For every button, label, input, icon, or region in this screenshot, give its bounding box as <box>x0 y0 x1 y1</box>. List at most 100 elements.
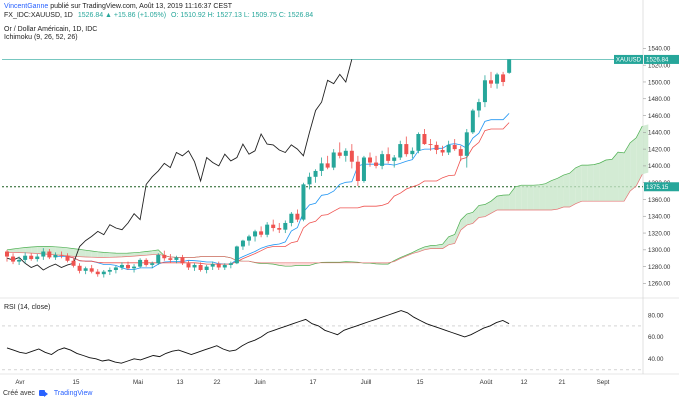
candle-body <box>295 213 300 220</box>
symbol-label: FX_IDC:XAUUSD, 1D <box>4 12 73 19</box>
candle-body <box>476 102 481 111</box>
time-tick-label: 13 <box>177 379 184 386</box>
price-tick-label: 1460.00 <box>648 113 671 120</box>
kumo-segment <box>478 204 485 218</box>
candle-body <box>289 213 294 223</box>
candle-body <box>410 150 415 155</box>
candle-body <box>65 255 70 261</box>
candle-body <box>392 157 397 161</box>
price-tick-label: 1320.00 <box>648 230 671 237</box>
candle-body <box>222 264 227 268</box>
publisher-link[interactable]: VincentGanne <box>4 3 49 10</box>
chikou-span-line <box>6 59 353 271</box>
candle-body <box>41 251 46 257</box>
candle-body <box>156 254 161 264</box>
kumo-segment <box>575 165 582 204</box>
candle-body <box>495 74 500 84</box>
publish-text: publié sur TradingView.com, Août 13, 201… <box>50 3 233 10</box>
tenkan-sen-line <box>55 113 510 270</box>
candle-body <box>380 154 385 166</box>
kumo-segment <box>448 234 455 245</box>
time-tick-label: 15 <box>417 379 424 386</box>
time-tick-label: Août <box>480 379 493 386</box>
candle-body <box>101 271 106 275</box>
price-tick-label: 1520.00 <box>648 62 671 69</box>
candle-body <box>368 157 372 163</box>
kumo-segment <box>430 245 437 249</box>
candle-body <box>216 264 221 268</box>
symbol-tag: XAUUSD <box>616 58 642 64</box>
price-tick-label: 1480.00 <box>648 96 671 103</box>
kumo-segment <box>285 262 292 267</box>
kumo-segment <box>612 152 619 202</box>
candle-body <box>210 264 215 267</box>
price-tick-label: 1340.00 <box>648 214 671 221</box>
candle-body <box>325 163 330 168</box>
candle-body <box>77 265 82 271</box>
candle-body <box>180 257 185 264</box>
ichimoku-label[interactable]: Ichimoku (9, 26, 52, 26) <box>4 34 78 41</box>
candle-body <box>17 259 22 262</box>
candle-body <box>452 144 457 150</box>
candle-body <box>283 222 288 230</box>
kumo-segment <box>121 253 128 257</box>
price-tick-label: 1360.00 <box>648 197 671 204</box>
kumo-segment <box>605 159 612 202</box>
rsi-label[interactable]: RSI (14, close) <box>4 304 51 311</box>
candle-body <box>337 152 342 156</box>
candle-body <box>234 246 239 264</box>
change-value: 1526.84 ▲ +15.86 (+1.05%) <box>77 12 167 19</box>
candle-body <box>271 224 276 229</box>
kumo-segment <box>466 212 473 226</box>
time-tick-label: Avr <box>15 379 24 386</box>
candle-body <box>228 263 233 265</box>
candle-body <box>355 161 360 182</box>
candle-body <box>458 149 463 156</box>
kumo-segment <box>25 247 32 254</box>
candle-body <box>489 80 493 84</box>
kumo-segment <box>103 252 110 258</box>
kumo-segment <box>115 253 122 258</box>
kumo-segment <box>91 251 98 258</box>
price-tick-label: 1280.00 <box>648 264 671 271</box>
kumo-segment <box>55 246 62 256</box>
candle-body <box>71 260 76 266</box>
kumo-segment <box>454 220 461 244</box>
kumo-segment <box>509 186 516 210</box>
candle-body <box>247 236 251 241</box>
candle-body <box>150 263 155 265</box>
candle-body <box>119 264 124 268</box>
candle-body <box>434 144 439 150</box>
kumo-segment <box>636 126 643 187</box>
candle-body <box>11 256 16 262</box>
footer-brand[interactable]: TradingView <box>53 389 93 397</box>
senkou-span-a-line <box>6 125 643 267</box>
time-tick-label: Juill <box>361 379 372 386</box>
kumo-segment <box>61 247 68 256</box>
symbol-line: FX_IDC:XAUUSD, 1D 1526.84 ▲ +15.86 (+1.0… <box>4 11 313 20</box>
kumo-segment <box>624 142 631 202</box>
candle-body <box>192 264 197 268</box>
kumo-segment <box>581 165 588 202</box>
instrument-title: Or / Dollar Américain, 1D, IDC <box>4 26 98 33</box>
kumo-segment <box>533 184 540 210</box>
candle-body <box>47 251 52 258</box>
kumo-segment <box>85 250 92 258</box>
kumo-segment <box>599 160 606 202</box>
kumo-segment <box>503 194 510 210</box>
candle-body <box>95 271 100 275</box>
time-tick-label: 22 <box>214 379 221 386</box>
candle-body <box>259 231 264 235</box>
candle-body <box>361 157 366 182</box>
candle-body <box>446 144 451 153</box>
rsi-tick-label: 40.00 <box>648 356 664 363</box>
kumo-segment <box>128 252 135 257</box>
candle-body <box>416 134 421 151</box>
candle-body <box>138 259 143 267</box>
candle-body <box>162 254 167 259</box>
time-tick-label: Juin <box>254 379 266 386</box>
price-tick-label: 1420.00 <box>648 146 671 153</box>
rsi-line <box>6 310 510 364</box>
footer-created-with: Créé avec <box>3 389 35 397</box>
